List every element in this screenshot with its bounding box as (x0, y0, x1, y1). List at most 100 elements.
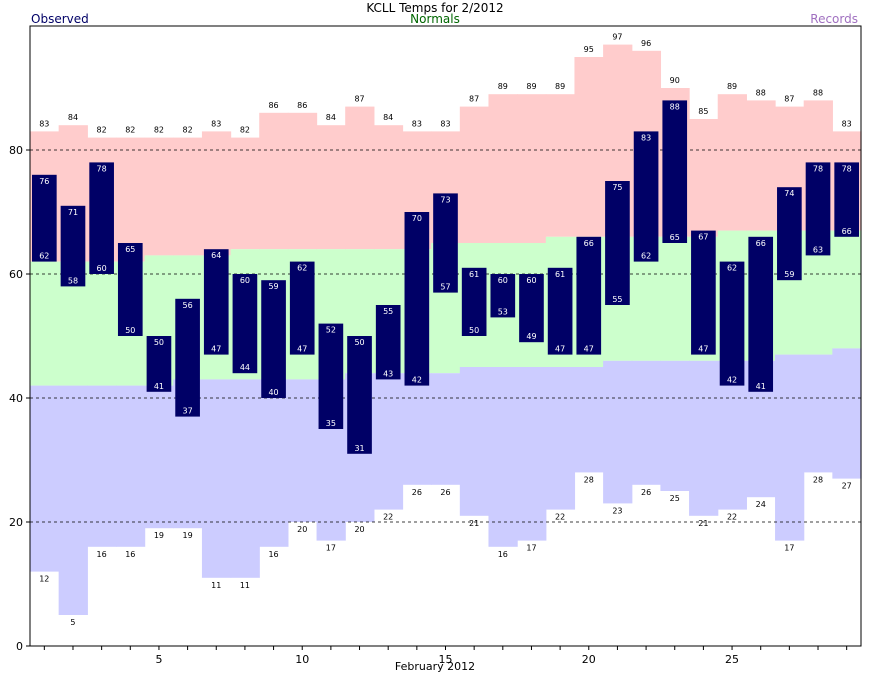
observed-low-label: 62 (641, 252, 651, 261)
record-low-label: 17 (326, 544, 336, 553)
observed-low-label: 60 (97, 264, 107, 273)
record-low-label: 12 (39, 575, 49, 584)
record-high-label: 83 (842, 119, 852, 128)
record-low-band (517, 367, 547, 541)
observed-bar (146, 336, 172, 392)
observed-high-label: 60 (526, 276, 536, 285)
observed-high-label: 66 (756, 239, 766, 248)
record-low-label: 5 (70, 618, 75, 627)
record-low-label: 26 (641, 488, 651, 497)
record-low-band (230, 379, 260, 578)
record-low-band (87, 385, 117, 547)
observed-high-label: 83 (641, 133, 651, 142)
observed-low-label: 43 (383, 369, 393, 378)
observed-high-label: 65 (125, 245, 135, 254)
observed-low-label: 53 (498, 307, 508, 316)
observed-high-label: 56 (183, 301, 193, 310)
normal-range-band (832, 230, 862, 349)
observed-bar (318, 323, 344, 429)
normal-range-band (87, 261, 117, 386)
record-high-band (488, 94, 518, 243)
observed-bar (375, 305, 401, 380)
observed-high-label: 60 (498, 276, 508, 285)
observed-high-label: 71 (68, 208, 78, 217)
observed-low-label: 50 (469, 326, 479, 335)
record-high-label: 89 (498, 82, 508, 91)
observed-bar (605, 181, 630, 305)
observed-high-label: 59 (268, 282, 278, 291)
record-high-label: 89 (526, 82, 536, 91)
record-high-band (201, 131, 232, 256)
observed-high-label: 74 (784, 189, 794, 198)
x-tick-label: 10 (295, 653, 309, 666)
observed-high-label: 50 (354, 338, 364, 347)
record-low-label: 20 (297, 525, 307, 534)
observed-bar (347, 336, 372, 454)
record-high-band (345, 106, 375, 250)
record-high-label: 90 (670, 76, 680, 85)
observed-high-label: 78 (97, 164, 107, 173)
record-high-label: 97 (612, 33, 622, 42)
observed-low-label: 47 (211, 345, 221, 354)
record-low-band (459, 367, 490, 516)
record-high-band (173, 137, 203, 256)
observed-low-label: 63 (813, 245, 823, 254)
observed-bar (461, 267, 487, 336)
observed-high-label: 52 (326, 326, 336, 335)
observed-bar (60, 205, 86, 287)
observed-bar (261, 280, 286, 398)
record-high-band (459, 106, 490, 243)
record-low-label: 19 (154, 531, 164, 540)
x-tick-label: 25 (725, 653, 739, 666)
observed-low-label: 58 (68, 276, 78, 285)
record-high-band (545, 94, 576, 237)
y-tick-label: 0 (16, 640, 23, 653)
record-high-label: 87 (469, 95, 479, 104)
record-low-label: 17 (526, 544, 536, 553)
y-tick-label: 40 (9, 392, 23, 405)
record-low-label: 22 (555, 513, 565, 522)
observed-bar (232, 274, 258, 374)
record-high-label: 83 (211, 119, 221, 128)
observed-high-label: 73 (440, 195, 450, 204)
observed-bar (633, 131, 659, 262)
record-low-label: 20 (354, 525, 364, 534)
record-high-label: 88 (813, 88, 823, 97)
observed-bar (576, 236, 602, 355)
record-high-band (115, 137, 146, 262)
record-high-band (230, 137, 260, 250)
record-high-label: 82 (97, 126, 107, 135)
record-high-label: 82 (240, 126, 250, 135)
y-tick-label: 20 (9, 516, 23, 529)
observed-high-label: 70 (412, 214, 422, 223)
record-high-label: 88 (756, 88, 766, 97)
x-axis-label: February 2012 (394, 660, 476, 673)
observed-high-label: 55 (383, 307, 393, 316)
record-high-band (316, 125, 346, 250)
observed-bar (691, 230, 716, 355)
record-low-label: 19 (183, 531, 193, 540)
observed-bar (805, 162, 831, 256)
observed-high-label: 78 (842, 164, 852, 173)
observed-bar (519, 274, 544, 343)
record-low-band (431, 373, 461, 485)
legend-normals: Normals (410, 12, 460, 26)
record-low-label: 26 (412, 488, 422, 497)
observed-low-label: 31 (354, 444, 364, 453)
record-low-label: 16 (97, 550, 107, 559)
record-high-label: 87 (354, 95, 364, 104)
record-low-label: 26 (440, 488, 450, 497)
record-high-band (574, 57, 604, 237)
observed-high-label: 61 (555, 270, 565, 279)
observed-bar (547, 267, 573, 355)
observed-bar (32, 174, 57, 262)
record-low-band (832, 348, 862, 479)
observed-low-label: 59 (784, 270, 794, 279)
record-low-band (201, 379, 232, 578)
record-high-label: 84 (383, 113, 393, 122)
observed-low-label: 47 (555, 345, 565, 354)
record-low-label: 23 (612, 506, 622, 515)
record-low-band (259, 379, 289, 547)
observed-bar (719, 261, 745, 386)
